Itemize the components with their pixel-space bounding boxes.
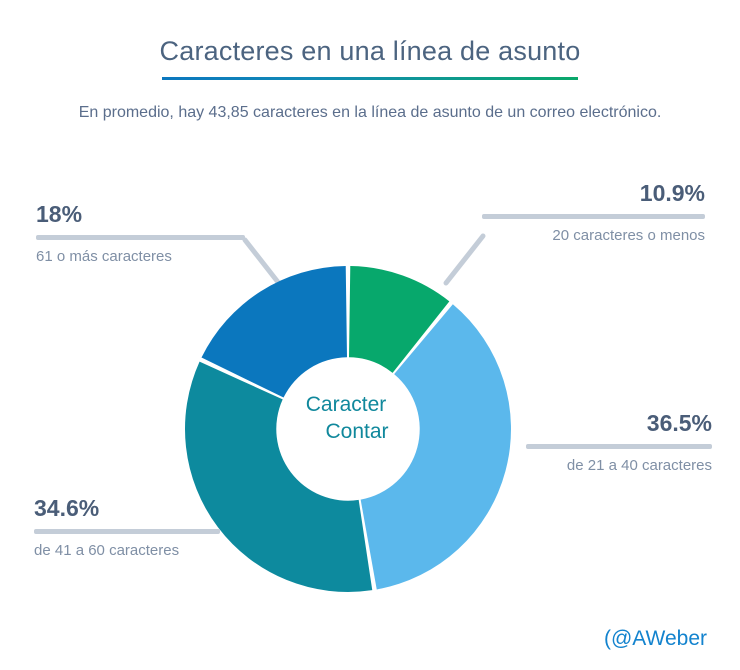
callout-de-41-a-60-caracteres: 34.6% de 41 a 60 caracteres [34,494,220,561]
donut-slices [185,266,511,592]
callout-de-21-a-40-caracteres: 36.5% de 21 a 40 caracteres [526,409,712,476]
callout-description: 61 o más caracteres [36,248,172,265]
donut-slice-de-41-a-60-caracteres[interactable] [185,361,373,592]
callout-rule [526,444,712,449]
callout-description: de 21 a 40 caracteres [566,457,712,474]
callout-description: 20 caracteres o menos [552,227,705,244]
callout-61-o-mas-caracteres: 18% 61 o más caracteres [36,200,245,267]
donut-center-line-2: Contar [325,420,389,443]
donut-slice-de-21-a-40-caracteres[interactable] [360,304,511,590]
callout-rule [34,529,220,534]
donut-svg [185,266,511,592]
callout-rule [482,214,705,219]
donut-chart: Caracter Contar [183,263,513,595]
donut-center-line-1: Caracter [305,393,387,416]
callout-percent: 10.9% [639,180,705,206]
donut-slice-61-o-mas-caracteres[interactable] [201,266,348,398]
title-divider [162,77,578,80]
callout-20-caracteres-o-menos: 10.9% 20 caracteres o menos [482,179,705,246]
callout-description: de 41 a 60 caracteres [34,542,180,559]
donut-center-label: Caracter Contar [283,391,413,445]
brand-logo: (@AWeber [603,627,707,650]
donut-slice-20-caracteres-o-menos[interactable] [349,266,450,373]
callout-percent: 34.6% [34,495,100,521]
callout-percent: 36.5% [646,410,712,436]
callout-rule [36,235,245,240]
page-title: Caracteres en una línea de asunto [159,36,581,66]
header: Caracteres en una línea de asunto En pro… [0,34,740,124]
page-subtitle: En promedio, hay 43,85 caracteres en la … [78,104,662,121]
callout-percent: 18% [36,201,83,227]
